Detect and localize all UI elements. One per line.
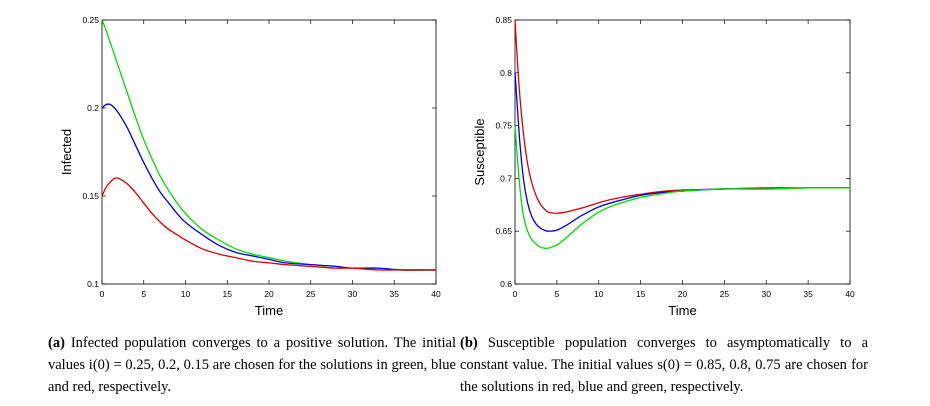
y-tick-label: 0.8 [500, 68, 512, 78]
x-tick-label: 15 [223, 289, 233, 299]
chart-infected: 0 5 10 15 20 25 30 35 40 0.1 0.15 0.2 0.25 Time Infect… [59, 15, 441, 318]
caption-b-text: Susceptible population converges to asym… [460, 335, 869, 395]
x-tick-label: 5 [141, 289, 146, 299]
x-tick-label: 35 [390, 289, 400, 299]
y-axis-label: Infected [59, 129, 74, 175]
y-tick-label: 0.2 [87, 103, 99, 113]
x-tick-label: 30 [348, 289, 358, 299]
x-tick-label: 40 [845, 289, 855, 299]
plot-frame [514, 19, 851, 285]
y-tick-label: 0.85 [495, 15, 512, 25]
x-tick-label: 40 [431, 289, 441, 299]
caption-b-tag: (b) [460, 335, 478, 351]
x-tick-label: 25 [720, 289, 730, 299]
x-tick-label: 0 [100, 289, 105, 299]
y-tick-label: 0.65 [495, 226, 512, 236]
caption-b: (b) Susceptible population converges to … [460, 332, 868, 398]
y-tick-label: 0.1 [87, 279, 99, 289]
y-tick-label: 0.25 [82, 15, 99, 25]
series-line-blue [101, 103, 437, 271]
y-axis-label: Susceptible [472, 118, 487, 185]
x-axis-label: Time [668, 303, 696, 318]
series-line-green [101, 19, 437, 271]
y-tick-label: 0.15 [82, 191, 99, 201]
caption-a-tag: (a) [48, 335, 65, 351]
x-tick-label: 10 [594, 289, 604, 299]
y-tick-label: 0.6 [500, 279, 512, 289]
series-line-blue [514, 72, 851, 232]
y-tick-label: 0.75 [495, 121, 512, 131]
series-line-red [101, 177, 436, 271]
x-tick-label: 5 [555, 289, 560, 299]
x-axis-label: Time [255, 303, 283, 318]
x-tick-label: 25 [306, 289, 316, 299]
caption-a: (a) Infected population converges to a p… [48, 332, 456, 398]
y-tick-label: 0.7 [500, 173, 512, 183]
x-tick-label: 0 [513, 289, 518, 299]
x-tick-label: 30 [762, 289, 772, 299]
plot-frame [101, 19, 437, 285]
series-line-green [514, 125, 851, 250]
x-tick-label: 15 [636, 289, 646, 299]
x-tick-label: 35 [803, 289, 813, 299]
chart-susceptible: 0 5 10 15 20 25 30 35 40 0.6 0.65 0.7 0.75 0.8 0.85 Tim… [472, 15, 855, 318]
x-tick-label: 20 [678, 289, 688, 299]
caption-a-text: Infected population converges to a posit… [48, 335, 457, 395]
x-tick-label: 20 [264, 289, 274, 299]
x-tick-label: 10 [181, 289, 191, 299]
series-line-red [514, 19, 850, 214]
figure-plots: 0 5 10 15 20 25 30 35 40 0.1 0.15 0.2 0.25 Time Infect… [59, 15, 855, 318]
